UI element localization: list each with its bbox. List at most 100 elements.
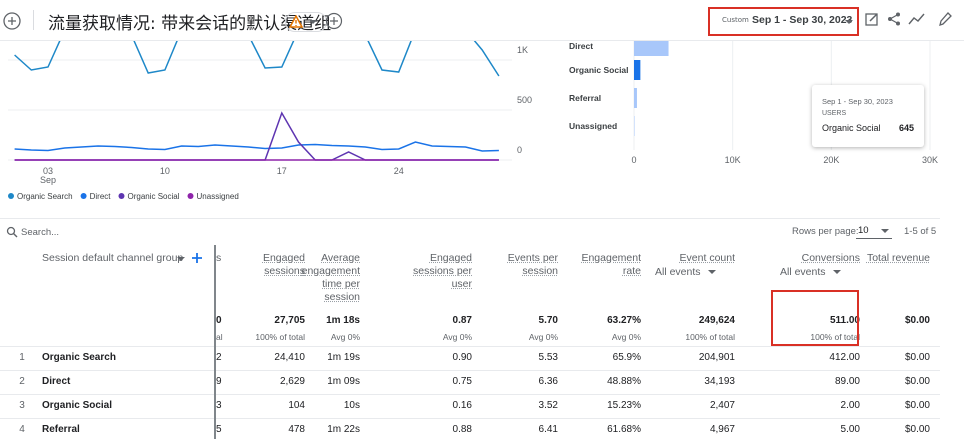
row-dimension[interactable]: Referral <box>42 424 80 435</box>
column-header[interactable]: Engagement rate <box>579 252 641 278</box>
row-cell: 2,407 <box>709 400 735 411</box>
legend-dot <box>80 193 87 199</box>
row-divider <box>0 394 940 395</box>
category-label: Organic Social <box>569 65 629 75</box>
row-cell: 0.16 <box>452 400 472 411</box>
dropdown-arrow <box>881 229 889 233</box>
customize-icon[interactable] <box>864 11 880 27</box>
column-title: Engagement rate <box>581 252 641 277</box>
category-label: Unassigned <box>569 121 617 131</box>
x-tick-label: 0 <box>631 155 636 165</box>
row-cell: 34,193 <box>704 376 735 387</box>
bar <box>634 36 669 56</box>
row-cell: 2 <box>216 352 222 363</box>
add-dimension-icon[interactable] <box>191 252 203 264</box>
insights-icon[interactable] <box>908 11 926 27</box>
row-cell: 65.9% <box>612 352 641 363</box>
report-title: 流量获取情况: 带来会话的默认渠道组 <box>48 14 332 34</box>
plot-area <box>14 40 500 161</box>
row-cell: 10s <box>343 400 360 411</box>
row-cell: 412.00 <box>829 352 860 363</box>
column-title: Events per session <box>507 252 558 277</box>
row-cell: 0.88 <box>452 424 472 435</box>
share-icon[interactable] <box>886 11 902 27</box>
warning-chip[interactable] <box>285 12 327 32</box>
row-divider <box>0 370 940 371</box>
row-cell: 6.41 <box>538 424 558 435</box>
row-dimension[interactable]: Organic Search <box>42 352 116 363</box>
legend-dot <box>118 193 125 199</box>
row-cell: 4 <box>19 424 25 435</box>
total-note: Avg 0% <box>442 332 472 342</box>
total-value: 0 <box>216 315 222 326</box>
column-header[interactable]: Engaged sessions per user <box>408 252 472 291</box>
column-header[interactable]: Total revenue <box>860 252 930 265</box>
date-range-picker[interactable]: Custom Sep 1 - Sep 30, 2023 <box>708 7 859 36</box>
total-note: 100% of total <box>255 332 305 342</box>
row-cell: 0.75 <box>452 376 472 387</box>
column-title: Conversions <box>801 252 860 264</box>
column-subheader[interactable]: All events <box>780 266 860 279</box>
dropdown-arrow <box>707 270 716 274</box>
legend-label: Organic Social <box>127 192 179 201</box>
tooltip-name: Organic Social <box>822 123 881 133</box>
column-header[interactable]: Engaged sessions <box>255 252 305 278</box>
warning-icon <box>289 15 303 28</box>
total-note: al <box>216 332 223 342</box>
legend-dot <box>187 193 194 199</box>
row-cell: 478 <box>288 424 305 435</box>
row-cell: 104 <box>288 400 305 411</box>
column-header[interactable]: Event count <box>655 252 735 265</box>
column-title: Event count <box>679 252 735 264</box>
top-bar: 流量获取情况: 带来会话的默认渠道组 Custom Sep 1 - Sep 30… <box>0 0 964 41</box>
tooltip-metric: USERS <box>822 110 847 117</box>
total-note: 100% of total <box>810 332 860 342</box>
date-range: Sep 1 - Sep 30, 2023 <box>752 14 853 26</box>
line-series <box>14 141 499 152</box>
sticky-column-divider <box>214 245 216 439</box>
row-cell: 5.53 <box>538 352 558 363</box>
column-title: Engaged sessions <box>262 252 305 277</box>
add-comparison-icon[interactable] <box>2 11 22 31</box>
column-header: s <box>216 252 222 264</box>
row-dimension[interactable]: Organic Social <box>42 400 113 411</box>
bar <box>634 60 641 80</box>
edit-icon[interactable] <box>938 11 952 27</box>
row-dimension[interactable]: Direct <box>42 376 71 387</box>
pagination-range: 1-5 of 5 <box>904 226 937 237</box>
column-header[interactable]: Conversions <box>780 252 860 265</box>
total-value: 1m 18s <box>326 315 360 326</box>
row-cell: $0.00 <box>904 400 930 411</box>
row-cell: 24,410 <box>274 352 305 363</box>
column-header[interactable]: Events per session <box>502 252 558 278</box>
search-input[interactable]: Search... <box>21 227 60 238</box>
row-cell: 204,901 <box>698 352 735 363</box>
add-icon[interactable] <box>325 12 343 30</box>
dropdown-arrow[interactable] <box>176 256 186 262</box>
x-tick-month: Sep <box>40 175 56 185</box>
column-header[interactable]: Average engagement time per session <box>298 252 360 304</box>
rows-per-page-value: 10 <box>858 225 869 236</box>
line-series <box>14 111 499 161</box>
divider <box>33 10 34 30</box>
tooltip-date: Sep 1 - Sep 30, 2023 <box>822 97 893 106</box>
y-tick-label: 1K <box>517 45 528 55</box>
dimension-header[interactable]: Session default channel group <box>42 252 184 264</box>
column-subheader[interactable]: All events <box>655 266 735 279</box>
dropdown-arrow <box>832 270 841 274</box>
y-tick-label: 0 <box>517 145 522 155</box>
x-tick-label: 24 <box>394 166 404 176</box>
x-tick-label: 30K <box>922 155 938 165</box>
legend-label: Organic Search <box>17 192 73 201</box>
tooltip-value: 645 <box>898 123 914 133</box>
column-title: Total revenue <box>866 252 930 264</box>
rows-per-page-select[interactable]: 10 <box>856 222 892 239</box>
row-cell: 4,967 <box>709 424 735 435</box>
row-cell: 1m 19s <box>327 352 360 363</box>
legend-dot <box>8 193 14 199</box>
legend-label: Direct <box>90 192 112 201</box>
row-cell: 9 <box>216 376 222 387</box>
tooltip: Sep 1 - Sep 30, 2023 USERS Organic Socia… <box>812 85 924 147</box>
